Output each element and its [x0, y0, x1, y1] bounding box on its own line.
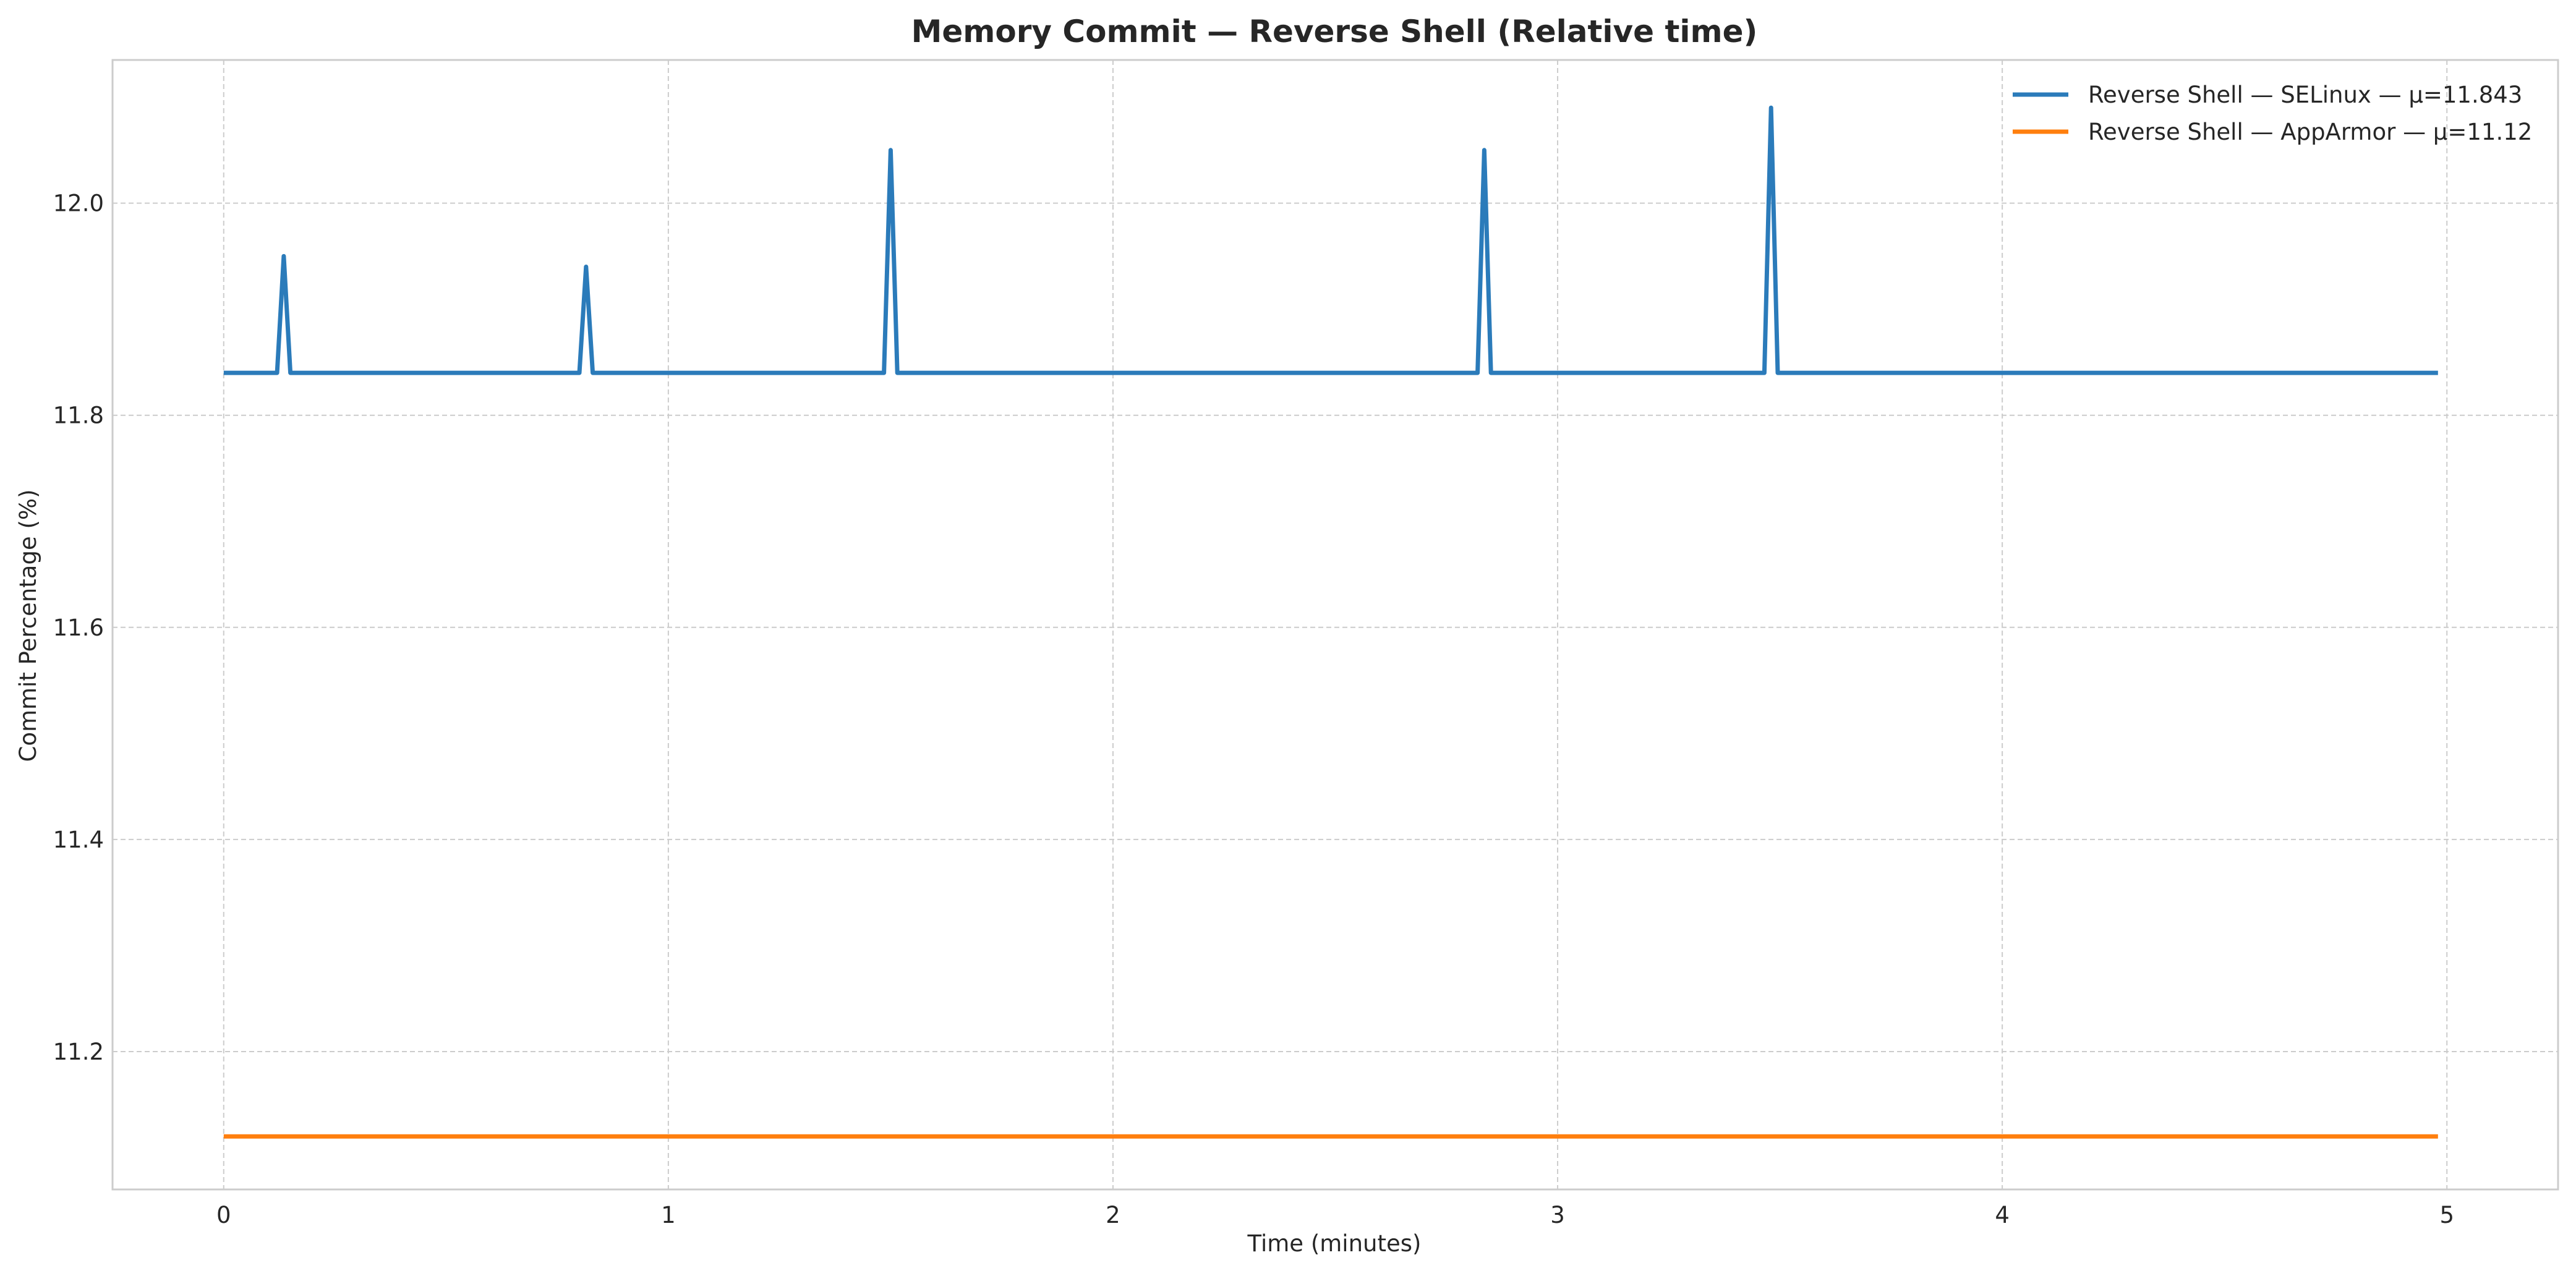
- x-tick-label: 4: [1995, 1202, 2010, 1228]
- plot-frame: [111, 59, 2559, 1191]
- x-tick-label: 3: [1550, 1202, 1565, 1228]
- y-tick-label: 11.8: [53, 402, 104, 429]
- grid-lines: [113, 60, 2558, 1189]
- x-tick-label: 2: [1106, 1202, 1120, 1228]
- y-axis-label: Commit Percentage (%): [15, 489, 41, 762]
- x-tick-label: 5: [2439, 1202, 2454, 1228]
- x-tick-label: 1: [661, 1202, 676, 1228]
- y-tick-labels: 11.2 11.4 11.6 11.8 12.0: [53, 190, 104, 1065]
- chart-title: Memory Commit — Reverse Shell (Relative …: [911, 14, 1758, 49]
- x-tick-label: 0: [216, 1202, 231, 1228]
- y-tick-label: 11.6: [53, 615, 104, 641]
- legend-entry: Reverse Shell — SELinux — μ=11.843: [2088, 82, 2522, 108]
- legend: Reverse Shell — SELinux — μ=11.843 Revers…: [2013, 82, 2532, 145]
- series-line: [223, 105, 2438, 375]
- y-tick-label: 11.2: [53, 1039, 104, 1065]
- legend-entry: Reverse Shell — AppArmor — μ=11.12: [2088, 119, 2532, 145]
- series-lines: [223, 105, 2438, 1139]
- y-tick-label: 11.4: [53, 827, 104, 853]
- x-axis-label: Time (minutes): [1247, 1230, 1422, 1257]
- x-tick-labels: 0 1 2 3 4 5: [216, 1202, 2454, 1228]
- y-tick-label: 12.0: [53, 190, 104, 217]
